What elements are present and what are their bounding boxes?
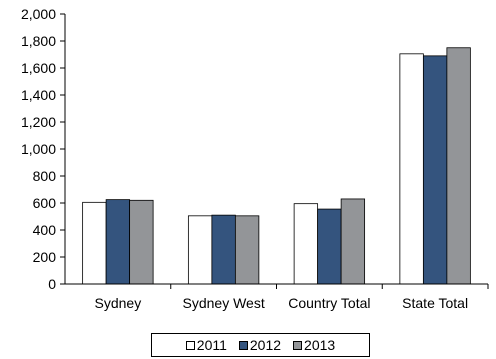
x-category-label: State Total	[402, 295, 468, 311]
y-tick-label: 1,600	[21, 60, 56, 76]
bar-2012	[211, 214, 236, 285]
y-tick-label: 200	[33, 249, 57, 265]
bar-2013	[129, 199, 154, 285]
legend-swatch-2012	[238, 340, 248, 350]
legend: 2011 2012 2013	[151, 333, 370, 357]
bar-2013	[340, 198, 366, 285]
y-tick-label: 1,000	[21, 141, 56, 157]
y-tick-label: 1,200	[21, 114, 56, 130]
bar-2011	[82, 201, 107, 285]
x-category-label: Country Total	[288, 295, 370, 311]
x-category-label: Sydney West	[183, 295, 265, 311]
y-tick-label: 2,000	[21, 6, 56, 22]
bar-2012	[317, 208, 342, 285]
bar-2011	[399, 53, 424, 285]
bar-2012	[105, 199, 131, 285]
y-tick-label: 0	[48, 276, 56, 292]
y-axis-ticks: 0 200 400 600 800 1,000 1,200 1,400 1,600 1,800 2,…	[21, 6, 65, 292]
legend-swatch-2011	[185, 340, 195, 350]
y-tick-label: 800	[33, 168, 57, 184]
legend-label-2011: 2011	[196, 337, 227, 353]
y-tick-label: 400	[33, 222, 57, 238]
y-tick-label: 600	[33, 195, 57, 211]
bar-2013	[234, 215, 260, 285]
legend-label-2012: 2012	[249, 337, 282, 353]
legend-swatch-2013	[293, 340, 303, 350]
legend-item-2012: 2012	[238, 337, 282, 353]
bar-2011	[187, 215, 213, 285]
legend-item-2011: 2011	[185, 337, 227, 353]
y-tick-label: 1,400	[21, 87, 56, 103]
legend-label-2013: 2013	[304, 337, 336, 353]
x-axis-labels: Sydney Sydney West Country Total State Tota…	[95, 284, 489, 311]
bar-2011	[293, 203, 319, 285]
legend-item-2013: 2013	[293, 337, 335, 353]
bar-2013	[446, 47, 471, 285]
bar-group	[82, 47, 471, 285]
x-category-label: Sydney	[95, 295, 142, 311]
y-tick-label: 1,800	[21, 33, 56, 49]
bar-2012	[422, 55, 448, 285]
